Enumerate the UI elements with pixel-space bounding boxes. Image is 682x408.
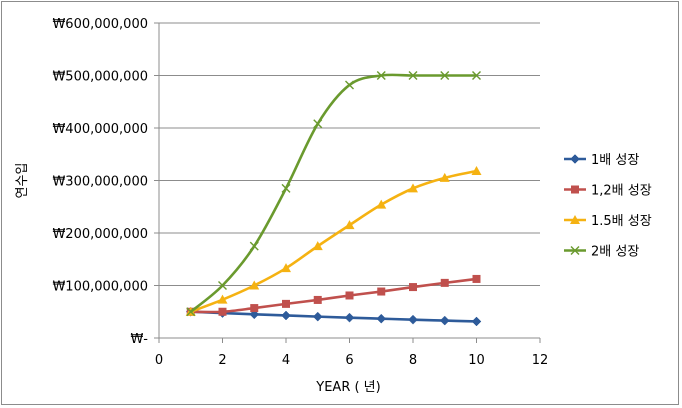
y-tick-label: ₩400,000,000 bbox=[52, 122, 148, 137]
data-point bbox=[312, 241, 323, 251]
x-tick-label: 12 bbox=[532, 353, 549, 368]
data-point bbox=[313, 119, 323, 129]
data-point bbox=[440, 278, 449, 287]
data-point bbox=[376, 199, 387, 209]
data-point bbox=[472, 71, 481, 80]
data-point bbox=[250, 304, 259, 313]
series-line bbox=[190, 169, 477, 313]
data-point bbox=[408, 183, 418, 193]
legend-marker bbox=[570, 215, 580, 224]
series-line bbox=[190, 277, 477, 314]
data-point bbox=[409, 283, 417, 292]
legend: 1배 성장 1,2배 성장 1.5배 성장 2배 성장 bbox=[564, 153, 652, 260]
data-point bbox=[471, 316, 482, 327]
y-tick-label: ₩100,000,000 bbox=[52, 280, 148, 295]
data-point bbox=[312, 311, 323, 322]
x-tick-label: 4 bbox=[282, 353, 290, 368]
data-point bbox=[345, 80, 354, 90]
x-tick-label: 0 bbox=[155, 353, 163, 368]
data-point bbox=[218, 281, 227, 290]
data-point bbox=[439, 172, 450, 182]
series-line bbox=[189, 73, 477, 313]
data-point bbox=[345, 291, 354, 300]
x-tick-label: 8 bbox=[409, 353, 417, 368]
legend-item: 1배 성장 bbox=[564, 153, 639, 168]
series-group bbox=[185, 71, 482, 327]
data-point bbox=[439, 315, 450, 326]
data-point bbox=[344, 312, 355, 323]
y-axis-title: 연수입 bbox=[15, 163, 30, 199]
data-point bbox=[472, 274, 481, 283]
data-point bbox=[376, 313, 387, 324]
legend-marker bbox=[570, 154, 580, 164]
legend-label: 1.5배 성장 bbox=[591, 214, 652, 229]
data-point bbox=[281, 263, 291, 273]
legend-label: 1배 성장 bbox=[591, 153, 639, 168]
data-point bbox=[282, 299, 290, 308]
data-point bbox=[313, 295, 322, 304]
data-point bbox=[344, 220, 355, 230]
y-tick-label: ₩300,000,000 bbox=[52, 175, 148, 190]
data-point bbox=[376, 71, 386, 80]
y-tick-label: ₩600,000,000 bbox=[52, 17, 148, 32]
data-point bbox=[377, 287, 386, 296]
y-tick-label: ₩- bbox=[130, 332, 148, 347]
legend-item: 1,2배 성장 bbox=[564, 184, 652, 199]
data-point bbox=[217, 294, 228, 304]
legend-label: 1,2배 성장 bbox=[591, 184, 652, 199]
x-tick-label: 6 bbox=[345, 353, 353, 368]
data-point bbox=[440, 71, 450, 80]
data-point bbox=[281, 183, 291, 193]
y-axis-ticks: ₩- ₩100,000,000 ₩200,000,000 ₩300,000,000 ₩4… bbox=[52, 17, 159, 347]
legend-marker bbox=[571, 185, 579, 194]
legend-item: 1.5배 성장 bbox=[564, 214, 652, 229]
data-point bbox=[281, 310, 291, 321]
series-3 bbox=[185, 166, 482, 316]
x-tick-label: 10 bbox=[468, 353, 485, 368]
data-point bbox=[218, 307, 227, 316]
series-4 bbox=[186, 71, 481, 317]
gridlines bbox=[159, 22, 540, 286]
series-line bbox=[190, 310, 477, 323]
data-point bbox=[408, 314, 418, 325]
x-tick-label: 2 bbox=[218, 353, 226, 368]
legend-marker bbox=[570, 246, 580, 255]
data-point bbox=[471, 166, 482, 176]
data-point bbox=[408, 71, 418, 80]
data-point bbox=[186, 307, 196, 317]
legend-item: 2배 성장 bbox=[564, 245, 639, 260]
legend-label: 2배 성장 bbox=[591, 245, 639, 260]
data-point bbox=[249, 241, 259, 251]
y-tick-label: ₩500,000,000 bbox=[52, 70, 148, 85]
x-axis-title: YEAR ( 년) bbox=[315, 380, 380, 395]
data-point bbox=[249, 280, 260, 290]
y-tick-label: ₩200,000,000 bbox=[52, 227, 148, 242]
x-axis-ticks: 0 2 4 6 8 10 12 bbox=[155, 338, 548, 368]
